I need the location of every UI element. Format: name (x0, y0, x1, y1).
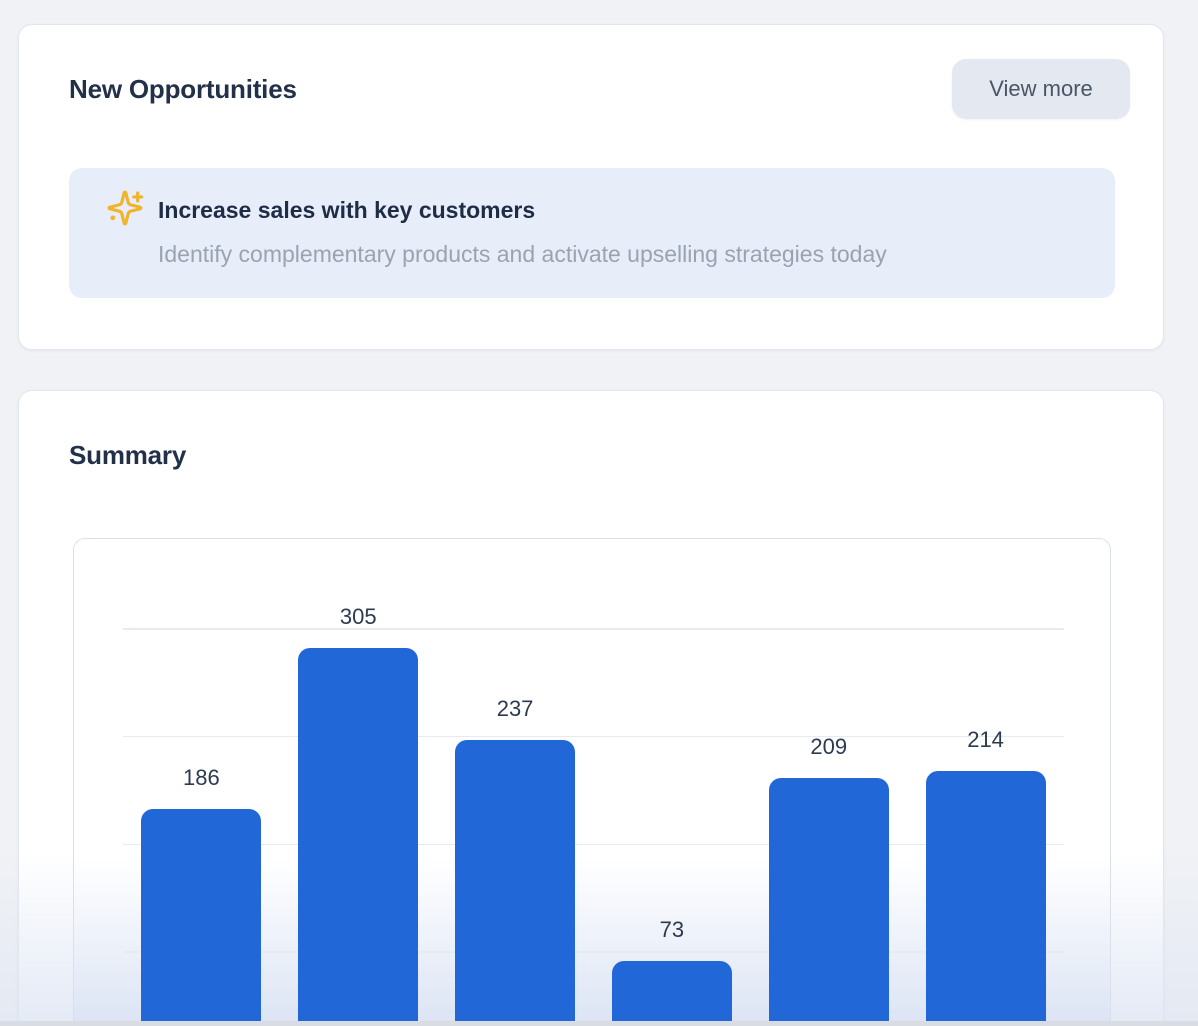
bar (141, 808, 262, 1026)
bar (298, 648, 419, 1026)
bar-slot: 209 (750, 539, 907, 1026)
bar-slot: 237 (437, 539, 594, 1026)
bar-value-label: 237 (496, 696, 534, 721)
new-opportunities-card: New Opportunities View more Increase sal… (18, 24, 1164, 350)
bar (611, 960, 732, 1026)
chart-plot-area: 186 305 237 73 209 214 (123, 539, 1064, 1026)
bar-slot: 186 (123, 539, 280, 1026)
new-opportunities-title: New Opportunities (69, 74, 297, 104)
bar-slot: 214 (907, 539, 1064, 1026)
summary-title: Summary (69, 440, 187, 470)
opportunity-banner-subtitle: Identify complementary products and acti… (158, 241, 887, 267)
bar (768, 777, 889, 1026)
summary-card: Summary 186 305 237 73 209 214 (18, 390, 1164, 1026)
bar-value-label: 305 (339, 604, 377, 630)
bar-slot: 73 (594, 539, 751, 1026)
gridline (123, 843, 1064, 846)
bar (455, 740, 576, 1026)
bar-value-label: 186 (183, 764, 220, 790)
gridline (123, 735, 1064, 738)
bar-value-label: 209 (810, 733, 848, 759)
bar (925, 770, 1046, 1026)
gridline (123, 628, 1064, 630)
gridline (123, 951, 1064, 953)
bar-value-label: 214 (967, 726, 1004, 752)
bar-slot: 305 (280, 539, 437, 1026)
sparkles-icon (106, 189, 144, 227)
view-more-button[interactable]: View more (952, 59, 1130, 119)
bar-value-label: 73 (659, 916, 685, 942)
summary-bar-chart: 186 305 237 73 209 214 (73, 538, 1111, 1026)
bottom-edge-strip (0, 1021, 1198, 1026)
opportunity-suggestion-banner[interactable]: Increase sales with key customers Identi… (69, 168, 1115, 298)
opportunity-banner-title: Increase sales with key customers (158, 197, 536, 223)
